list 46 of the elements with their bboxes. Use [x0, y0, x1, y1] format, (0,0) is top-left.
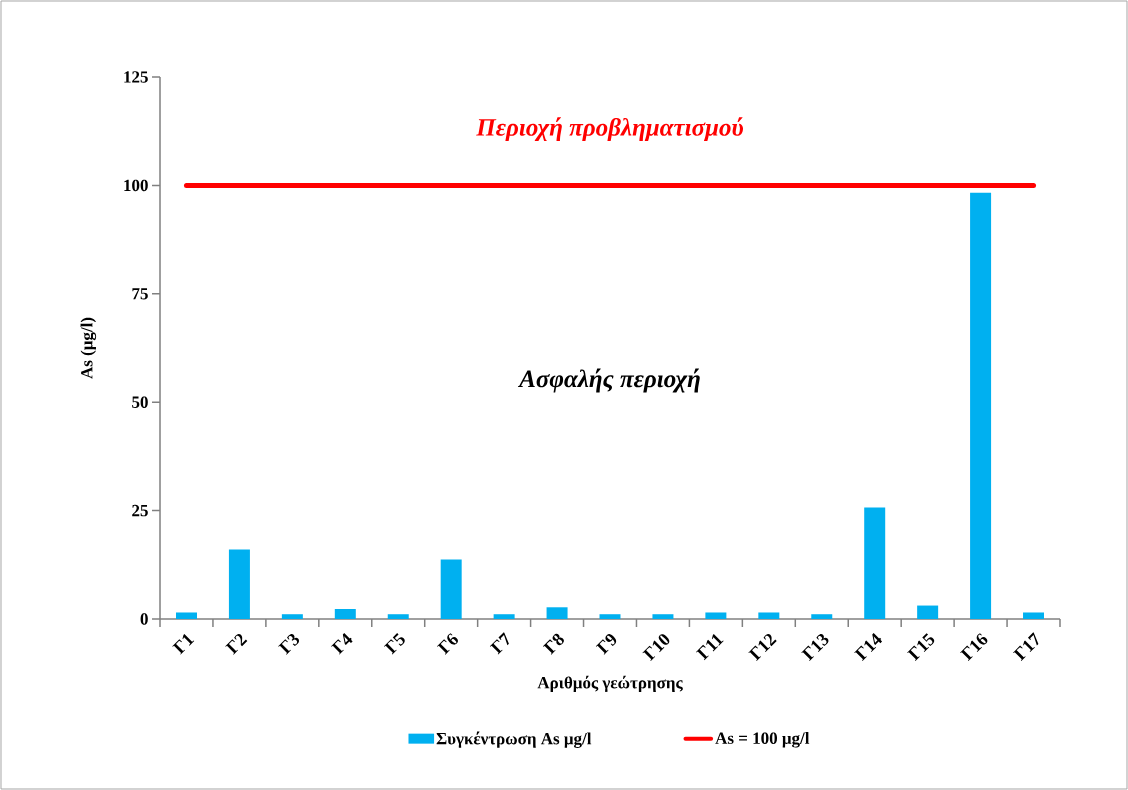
- bar: [705, 612, 727, 619]
- bar: [864, 507, 886, 619]
- bar: [599, 614, 621, 619]
- x-tick-label: Γ15: [907, 633, 935, 661]
- x-tick-label: Γ3: [278, 633, 300, 655]
- y-tick-label: 100: [124, 179, 148, 192]
- x-tick-label: Γ2: [225, 633, 248, 655]
- x-tick-label: Γ16: [960, 633, 988, 661]
- bar: [228, 549, 250, 619]
- x-axis-title: Αριθμός γεώτρησης: [537, 675, 683, 692]
- bar: [652, 614, 674, 619]
- bar: [387, 614, 409, 619]
- y-tick-label: 75: [132, 288, 148, 300]
- bar: [440, 559, 462, 619]
- bar: [546, 607, 568, 619]
- y-tick-label: 0: [140, 613, 148, 625]
- bar: [917, 605, 939, 619]
- bar: [281, 614, 303, 619]
- x-tick-label: Γ12: [748, 633, 777, 661]
- x-tick-label: Γ17: [1013, 632, 1039, 661]
- x-tick-label: Γ8: [542, 633, 564, 655]
- x-tick-label: Γ7: [489, 632, 509, 655]
- annotation: Περιοχή προβληματισμού: [476, 117, 744, 141]
- bar: [758, 612, 780, 619]
- y-tick-label: 50: [132, 396, 148, 408]
- bar: [334, 609, 356, 619]
- legend-label: As = 100 μg/l: [715, 732, 810, 748]
- y-tick-label: 25: [132, 504, 148, 517]
- bar: [811, 614, 833, 619]
- y-axis-title: As (μg/l): [80, 317, 97, 379]
- x-tick-label: Γ9: [595, 634, 617, 655]
- bar: [1023, 612, 1045, 619]
- x-tick-label: Γ4: [331, 633, 353, 655]
- bar: [970, 192, 992, 619]
- x-tick-label: Γ1: [172, 634, 195, 655]
- bar: [493, 614, 515, 619]
- x-tick-label: Γ5: [384, 633, 405, 655]
- legend-label: Συγκέντρωση As μg/l: [436, 731, 592, 748]
- x-tick-label: Γ11: [696, 634, 724, 661]
- y-tick-label: 125: [124, 71, 148, 83]
- x-tick-label: Γ10: [642, 634, 670, 662]
- x-tick-label: Γ6: [437, 633, 458, 655]
- x-tick-label: Γ14: [854, 633, 883, 661]
- bar: [175, 612, 197, 619]
- x-tick-label: Γ13: [801, 633, 829, 661]
- annotation: Ασφαλής περιοχή: [517, 368, 700, 393]
